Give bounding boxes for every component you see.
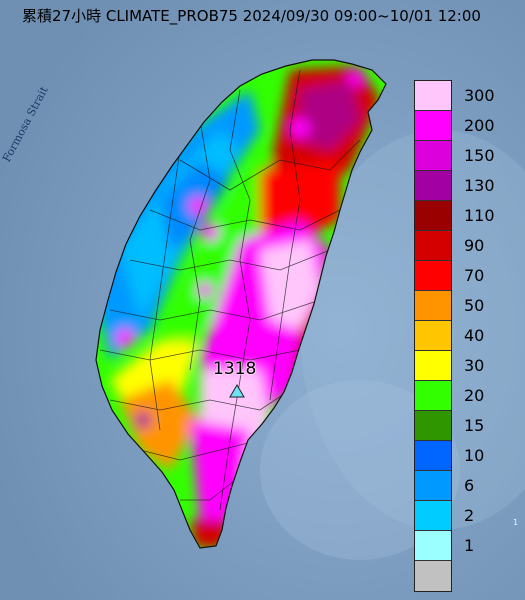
legend-label: 10 [464,446,485,465]
legend-label: 90 [464,236,485,255]
legend-label: 40 [464,326,485,345]
legend-swatch [415,441,451,471]
legend-label: 150 [464,146,495,165]
legend-swatch [415,351,451,381]
legend-swatch [415,321,451,351]
legend-label: 70 [464,266,485,285]
legend-swatch [415,201,451,231]
legend-label: 110 [464,206,495,225]
legend-swatch [415,171,451,201]
sea-shading [260,380,460,560]
triangle-marker-icon [229,384,245,398]
sea-shading [300,130,525,530]
legend-swatch [415,411,451,441]
legend-label: 15 [464,416,485,435]
legend-label: 2 [464,506,475,525]
legend-swatch [415,501,451,531]
legend-label: 1 [464,536,475,555]
map-title: 累積27小時 CLIMATE_PROB75 2024/09/30 09:00~1… [22,7,481,25]
legend-swatch [415,291,451,321]
legend-swatch [415,471,451,501]
legend-swatch [415,561,451,591]
legend-label: 200 [464,116,495,135]
legend-label: 130 [464,176,495,195]
legend-label: 6 [464,476,475,495]
legend-swatch [415,231,451,261]
legend-color-bar [414,80,452,592]
legend-swatch [415,261,451,291]
corner-text: 1 [513,518,519,527]
max-rainfall-value: 1318 [213,359,257,379]
legend-swatch [415,141,451,171]
legend-label: 50 [464,296,485,315]
legend-swatch [415,81,451,111]
legend-label: 20 [464,386,485,405]
boundary-lines [99,69,361,511]
legend-swatch [415,111,451,141]
legend-swatch [415,381,451,411]
legend-swatch [415,531,451,561]
legend-label: 30 [464,356,485,375]
legend-label: 300 [464,86,495,105]
